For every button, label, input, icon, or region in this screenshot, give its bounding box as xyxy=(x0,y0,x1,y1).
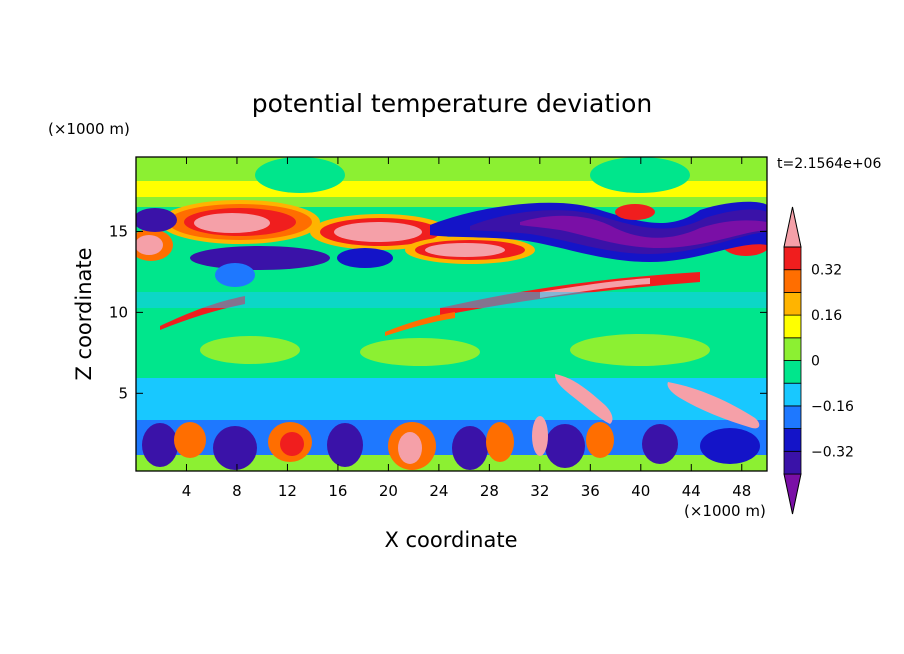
contour-region xyxy=(545,424,585,468)
x-axis-label: X coordinate xyxy=(384,528,517,552)
contour-region xyxy=(136,208,177,232)
x-tick-label: 40 xyxy=(631,482,650,500)
colorbar-segment xyxy=(783,314,802,339)
colorbar-tick-label: 0.32 xyxy=(811,263,842,279)
contour-region xyxy=(398,432,422,464)
colorbar-tick-label: 0.16 xyxy=(811,308,842,324)
colorbar-segment xyxy=(783,450,802,475)
x-tick-label: 12 xyxy=(278,482,297,500)
x-tick-label: 48 xyxy=(732,482,751,500)
contour-region xyxy=(700,428,760,464)
contour-region xyxy=(327,423,363,467)
y-axis-units: (×1000 m) xyxy=(48,120,130,138)
contour-region xyxy=(213,426,257,470)
colorbar-tick-label: −0.16 xyxy=(811,399,854,415)
y-axis-label: Z coordinate xyxy=(72,247,96,380)
colorbar-segment xyxy=(783,405,802,429)
contour-region xyxy=(452,426,488,470)
contour-region xyxy=(142,423,178,467)
x-axis-units: (×1000 m) xyxy=(684,502,766,520)
x-axis-ticks: 4 8 12 16 20 24 28 32 36 40 44 48 xyxy=(182,157,751,500)
colorbar-segment xyxy=(783,382,802,407)
chart-title: potential temperature deviation xyxy=(252,89,652,118)
contour-region xyxy=(586,422,614,458)
contour-region xyxy=(136,378,767,420)
x-tick-label: 28 xyxy=(480,482,499,500)
contour-region xyxy=(667,382,760,429)
contour-region xyxy=(532,416,548,456)
contour-region xyxy=(194,213,270,233)
y-tick-label: 5 xyxy=(118,384,128,402)
contour-region xyxy=(190,246,330,270)
contour-region xyxy=(520,215,767,248)
contour-region xyxy=(136,197,767,207)
y-tick-label: 10 xyxy=(109,303,128,321)
colorbar-segment xyxy=(783,337,802,361)
x-tick-label: 4 xyxy=(182,482,192,500)
x-tick-label: 8 xyxy=(232,482,242,500)
colorbar-segment xyxy=(783,246,802,271)
colorbar-extend-low xyxy=(783,473,802,515)
contour-region xyxy=(425,243,505,257)
contour-region xyxy=(200,336,300,364)
contour-region xyxy=(385,312,455,336)
x-tick-label: 32 xyxy=(530,482,549,500)
contour-region xyxy=(486,422,514,462)
contour-region xyxy=(174,422,206,458)
colorbar-tick-label: 0 xyxy=(811,354,820,370)
x-tick-label: 16 xyxy=(328,482,347,500)
contour-region xyxy=(136,292,767,308)
plot-frame xyxy=(135,156,768,472)
x-tick-label: 44 xyxy=(682,482,701,500)
contour-region xyxy=(334,222,422,242)
contour-region xyxy=(590,157,690,193)
colorbar-segment xyxy=(783,360,802,384)
colorbar-extend-high xyxy=(783,206,802,248)
colorbar-segment xyxy=(783,291,802,316)
time-label: t=2.1564e+06 xyxy=(777,156,881,172)
y-tick-label: 15 xyxy=(109,222,128,240)
contour-region xyxy=(255,157,345,193)
y-axis-ticks: 5 10 15 xyxy=(109,222,767,402)
colorbar: 0.32 0.16 0 −0.16 −0.32 xyxy=(783,206,854,515)
contour-region xyxy=(615,204,655,220)
contour-region xyxy=(642,424,678,464)
colorbar-tick-label: −0.32 xyxy=(811,444,854,460)
x-tick-label: 20 xyxy=(379,482,398,500)
contour-region xyxy=(555,374,613,424)
contour-region xyxy=(136,235,163,255)
contour-region xyxy=(280,432,304,456)
contour-region xyxy=(337,248,393,268)
contour-region xyxy=(360,338,480,366)
contour-region xyxy=(570,334,710,366)
x-tick-label: 36 xyxy=(581,482,600,500)
contour-region xyxy=(215,263,255,287)
contour-field xyxy=(136,157,767,471)
colorbar-segment xyxy=(783,269,802,293)
colorbar-segment xyxy=(783,428,802,452)
x-tick-label: 24 xyxy=(429,482,448,500)
